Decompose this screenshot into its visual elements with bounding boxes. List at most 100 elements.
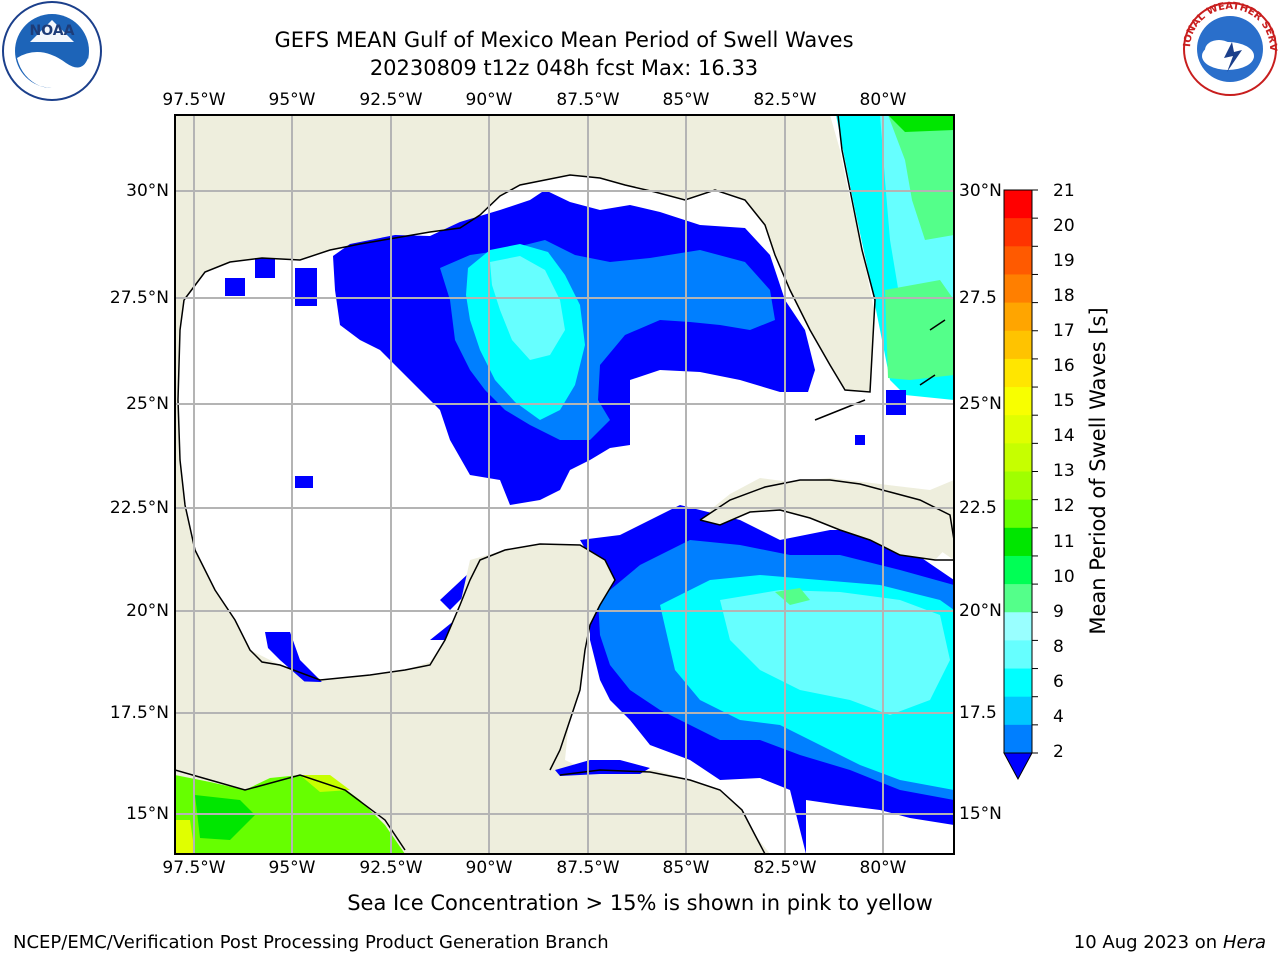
colorbar-segment: [1004, 415, 1032, 444]
lat-label-left: 15°N: [126, 804, 169, 824]
lat-label-left: 17.5°N: [109, 703, 169, 723]
colorbar-segment: [1004, 302, 1032, 332]
carib-swell-9s: [775, 588, 810, 605]
central-america-coast: [175, 769, 406, 851]
cuba-land: [700, 480, 954, 560]
colorbar-tick: 16: [1053, 356, 1075, 376]
date-text: 10 Aug 2023 on: [1073, 932, 1218, 953]
lat-label-right: 15°N: [959, 804, 1002, 824]
lat-label-right: 20°N: [959, 601, 1002, 621]
colorbar-tick: 21: [1053, 181, 1075, 201]
lat-label-right: 22.5: [959, 498, 997, 518]
lon-label-bottom: 95°W: [268, 858, 316, 878]
lat-label-left: 25°N: [126, 394, 169, 414]
colorbar-extend-triangle: [1003, 752, 1033, 781]
chart-subtitle: 20230809 t12z 048h fcst Max: 16.33: [369, 56, 759, 80]
honduras-coast: [559, 769, 766, 854]
lon-label-bottom: 90°W: [465, 858, 513, 878]
colorbar-tick: 13: [1053, 461, 1075, 481]
lon-label-bottom: 87.5°W: [556, 858, 620, 878]
colorbar-segment: [1004, 527, 1032, 557]
date-stamp: 10 Aug 2023 on Hera: [1074, 932, 1266, 953]
colorbar-tick: 2: [1053, 742, 1064, 762]
colorbar-segment: [1004, 724, 1032, 754]
colorbar-segment: [1004, 330, 1032, 360]
colorbar-tick: 4: [1053, 707, 1064, 727]
pacific-swell-13s: [175, 820, 195, 854]
lon-label-bottom: 80°W: [859, 858, 907, 878]
lat-label-right: 30°N: [959, 181, 1002, 201]
lon-label-top: 85°W: [662, 90, 710, 110]
lon-label-bottom: 92.5°W: [359, 858, 423, 878]
atlantic-swell-10s: [888, 115, 954, 132]
colorbar-tick: 19: [1053, 251, 1075, 271]
lon-label-top: 82.5°W: [753, 90, 817, 110]
us-gulf-coast: [183, 115, 876, 393]
colorbar-segment: [1004, 190, 1032, 219]
colorbar-segment: [1004, 499, 1032, 529]
colorbar-tick: 20: [1053, 216, 1075, 236]
lon-label-top: 80°W: [859, 90, 907, 110]
colorbar-segment: [1004, 555, 1032, 585]
bahamas-coast: [919, 319, 946, 386]
colorbar-tick: 10: [1053, 567, 1075, 587]
lat-label-left: 22.5°N: [109, 498, 169, 518]
lat-label-left: 20°N: [126, 601, 169, 621]
machine-name: Hera: [1222, 932, 1266, 953]
colorbar-segment: [1004, 443, 1032, 472]
lon-label-top: 92.5°W: [359, 90, 423, 110]
colorbar-segment: [1004, 640, 1032, 670]
colorbar-tick: 9: [1053, 602, 1064, 622]
lat-label-right: 25°N: [959, 394, 1002, 414]
colorbar-segment: [1004, 274, 1032, 304]
colorbar-segment: [1004, 668, 1032, 698]
lon-label-top: 90°W: [465, 90, 513, 110]
gulf-swell-patch: [265, 632, 322, 682]
colorbar: [1003, 189, 1038, 781]
graticule: [175, 115, 954, 854]
sea-ice-note: Sea Ice Concentration > 15% is shown in …: [347, 891, 933, 915]
colorbar-tick: 6: [1053, 672, 1064, 692]
colorbar-tick: 12: [1053, 496, 1075, 516]
atlantic-swell-patch: [886, 390, 906, 415]
noaa-logo: NOAA: [2, 1, 102, 101]
lat-label-right: 17.5: [959, 703, 997, 723]
lon-label-bottom: 97.5°W: [162, 858, 226, 878]
colorbar-segment: [1004, 612, 1032, 641]
lat-label-left: 27.5°N: [109, 288, 169, 308]
gulf-swell-8s: [490, 256, 565, 360]
map-frame: [174, 114, 955, 855]
credit-text: NCEP/EMC/Verification Post Processing Pr…: [13, 932, 609, 953]
colorbar-segment: [1004, 696, 1032, 726]
lon-label-top: 97.5°W: [162, 90, 226, 110]
lon-label-bottom: 82.5°W: [753, 858, 817, 878]
gulf-swell-patch: [255, 258, 275, 278]
colorbar-label: Mean Period of Swell Waves [s]: [1086, 307, 1110, 635]
colorbar-tick: 8: [1053, 637, 1064, 657]
lon-label-bottom: 85°W: [662, 858, 710, 878]
colorbar-segment: [1004, 218, 1032, 247]
gulf-swell-patch: [295, 476, 313, 488]
atlantic-swell-9s-south: [885, 280, 954, 380]
colorbar-segment: [1004, 471, 1032, 501]
lat-label-right: 27.5: [959, 288, 997, 308]
gulf-swell-patch: [295, 268, 317, 306]
chart-title: GEFS MEAN Gulf of Mexico Mean Period of …: [274, 28, 854, 52]
pacific-swell-11s: [195, 795, 255, 840]
colorbar-tick: 11: [1053, 532, 1075, 552]
colorbar-segment: [1004, 246, 1032, 275]
colorbar-segment: [1004, 358, 1032, 388]
atlantic-swell-9s: [888, 115, 954, 240]
colorbar-tick: 18: [1053, 286, 1075, 306]
yucatan-land: [262, 545, 615, 820]
svg-text:NOAA: NOAA: [30, 23, 75, 39]
lat-label-left: 30°N: [126, 181, 169, 201]
colorbar-tick: 15: [1053, 391, 1075, 411]
lon-label-top: 87.5°W: [556, 90, 620, 110]
gulf-swell-patch: [440, 572, 470, 610]
colorbar-segment: [1004, 387, 1032, 416]
colorbar-tick: 14: [1053, 426, 1075, 446]
carib-swell-8s: [720, 590, 950, 715]
